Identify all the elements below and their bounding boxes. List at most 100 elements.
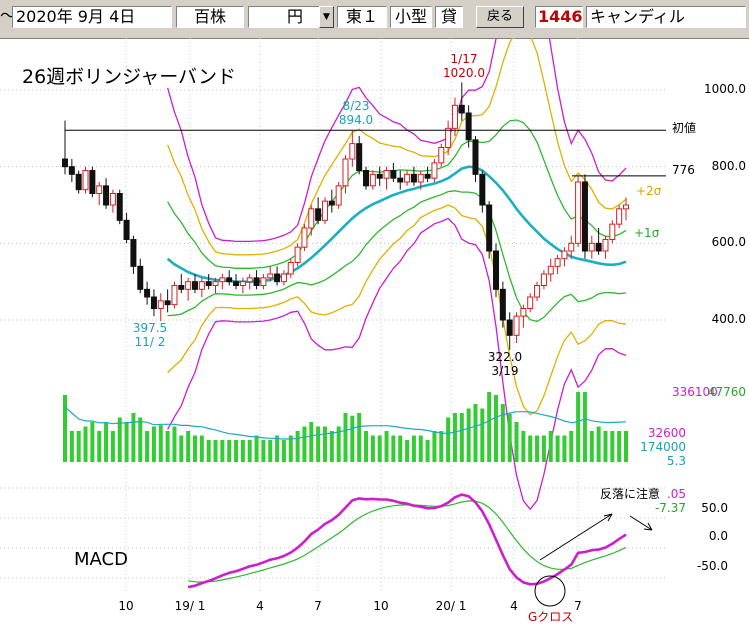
candle-body: [534, 285, 541, 298]
volume-bar: [234, 440, 239, 462]
volume-bar: [624, 431, 628, 462]
candle-body: [506, 319, 513, 336]
xtick-label: 4: [510, 599, 518, 613]
candle-body: [561, 250, 568, 260]
ytick-label: -50.0: [697, 559, 728, 573]
macd-signal-line: [188, 500, 627, 583]
candle-body: [609, 223, 616, 241]
volume-bar: [569, 431, 574, 462]
volume-panel: [63, 392, 628, 462]
volume-bar: [589, 431, 594, 462]
volume-bar: [418, 435, 423, 462]
candle-body: [493, 250, 500, 290]
volume-bar: [145, 431, 150, 462]
macd-title: MACD: [74, 549, 128, 570]
volume-bar: [302, 426, 307, 462]
volume-bar: [138, 417, 143, 462]
candle-body: [62, 158, 68, 168]
stock-code-field[interactable]: 1446: [535, 6, 583, 28]
xtick-label: 20/ 1: [436, 599, 467, 613]
volume-bar: [63, 395, 67, 462]
volume-bar: [494, 395, 499, 462]
candle-body: [82, 170, 89, 191]
candle-body: [547, 265, 554, 275]
annotation-date: 8/23: [343, 99, 370, 113]
currency-select[interactable]: 円: [248, 6, 320, 28]
macd-panel: [187, 493, 653, 607]
volume-bar: [555, 435, 560, 462]
candle-body: [390, 170, 397, 179]
candle-body: [287, 262, 294, 275]
volume-bar: [76, 431, 81, 462]
macd-legend-value: -7.37: [655, 501, 686, 515]
band-minus1: [167, 190, 627, 323]
volume-bar: [370, 435, 375, 462]
volume-bar: [69, 431, 74, 462]
company-name-field: キャンディル: [586, 6, 746, 28]
candle-body: [424, 173, 431, 179]
candle-body: [246, 277, 253, 283]
candle-body: [294, 246, 301, 264]
unit-selector[interactable]: 百株: [176, 6, 244, 28]
annotation-price: 894.0: [339, 113, 373, 127]
volume-bar: [446, 417, 451, 462]
volume-bar: [610, 431, 615, 462]
candle-body: [239, 281, 246, 287]
candles: [62, 82, 629, 350]
candle-body: [369, 173, 376, 187]
volume-bar: [500, 404, 505, 462]
candle-body: [130, 239, 137, 267]
candle-body: [397, 177, 404, 183]
volume-bar: [425, 440, 430, 462]
back-button[interactable]: 戻る: [476, 6, 524, 28]
plus-2-sigma-label: +2σ: [636, 184, 662, 198]
volume-bar: [521, 431, 526, 462]
volume-bar: [206, 440, 211, 462]
candle-body: [465, 112, 472, 141]
ytick-label: 400.0: [712, 312, 746, 326]
volume-legend-value: 336100: [672, 385, 718, 399]
annotation-price: 322.0: [488, 350, 522, 364]
volume-bar: [158, 425, 163, 462]
candle-body: [157, 300, 164, 310]
volume-legend-value: 47760: [708, 385, 746, 399]
candle-body: [335, 185, 342, 206]
date-field[interactable]: 2020年 9月 4日: [12, 6, 172, 28]
macd-legend-value: .05: [667, 487, 686, 501]
candle-body: [527, 296, 534, 309]
volume-bar: [275, 435, 280, 462]
xtick-label: 10: [373, 599, 388, 613]
annotation-date: 11/ 2: [135, 335, 166, 349]
candle-body: [513, 315, 520, 336]
candle-body: [349, 143, 356, 160]
candle-body: [376, 173, 383, 179]
candle-body: [472, 139, 479, 175]
candle-body: [116, 193, 123, 221]
chevron-down-icon[interactable]: ▼: [319, 6, 334, 28]
ytick-label: 600.0: [712, 235, 746, 249]
toolbar: ～ 2020年 9月 4日 百株 円 ▼ 東１ 小型 貸 戻る 1446 キャン…: [0, 0, 749, 39]
candle-body: [274, 273, 281, 283]
volume-bar: [151, 426, 156, 462]
candle-body: [171, 285, 178, 306]
candle-body: [226, 277, 233, 283]
candle-body: [417, 173, 424, 183]
candle-body: [568, 242, 575, 252]
volume-legend-value: 32600: [648, 426, 686, 440]
golden-cross-annotation: Gクロス: [528, 610, 573, 624]
candle-body: [253, 277, 260, 286]
annotation-price: 397.5: [133, 321, 167, 335]
candle-body: [554, 258, 561, 267]
volume-bar: [199, 435, 204, 462]
candle-body: [404, 173, 411, 183]
candle-body: [575, 181, 582, 244]
volume-bar: [357, 413, 362, 462]
golden-cross-circle: [534, 575, 566, 607]
candle-body: [89, 170, 96, 194]
volume-bar: [473, 404, 478, 462]
candle-body: [212, 281, 219, 287]
volume-bar: [562, 435, 567, 462]
candle-body: [103, 185, 110, 206]
band-plus3: [166, 38, 627, 243]
candle-body: [540, 273, 547, 286]
